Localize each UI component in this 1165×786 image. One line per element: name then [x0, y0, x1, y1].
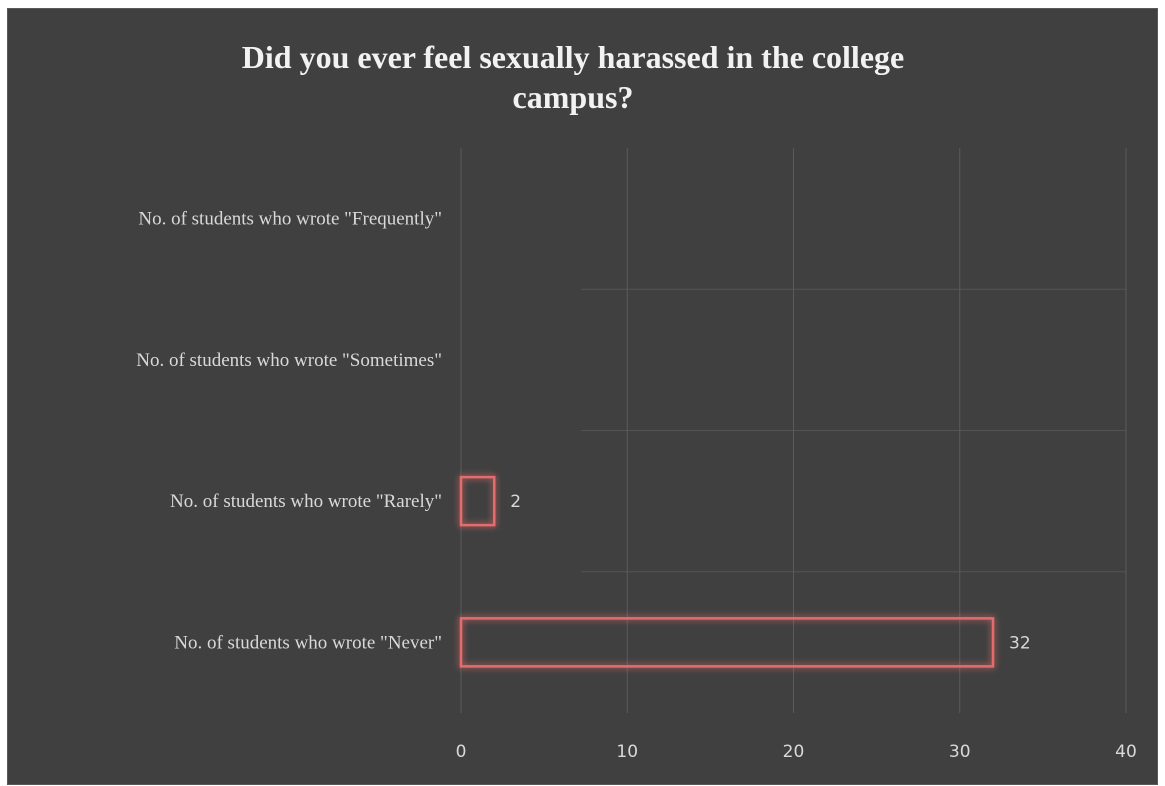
x-axis-tick-labels: 0 10 20 30 40 [456, 742, 1137, 762]
x-tick-label-0: 0 [456, 742, 467, 762]
category-label: No. of students who wrote "Sometimes" [136, 350, 442, 371]
category-labels: No. of students who wrote "Frequently" No… [136, 209, 442, 654]
chart-title-line-1: Did you ever feel sexually harassed in t… [241, 39, 905, 75]
chart-frame: Did you ever feel sexually harassed in t… [7, 8, 1158, 785]
bar [459, 617, 995, 668]
data-label: 2 [510, 492, 521, 512]
category-label: No. of students who wrote "Never" [174, 632, 442, 653]
chart-title: Did you ever feel sexually harassed in t… [8, 37, 1138, 117]
x-tick-label-30: 30 [949, 742, 971, 762]
data-labels: 2 32 [510, 492, 1030, 653]
x-tick-label-20: 20 [783, 742, 805, 762]
data-label: 32 [1009, 633, 1031, 653]
chart-title-line-2: campus? [512, 79, 634, 115]
bar [459, 475, 496, 527]
bars [459, 475, 995, 668]
x-tick-label-10: 10 [616, 742, 638, 762]
gridlines [460, 148, 1127, 713]
x-tick-label-40: 40 [1115, 742, 1137, 762]
category-label: No. of students who wrote "Rarely" [170, 491, 442, 512]
bar-chart: No. of students who wrote "Frequently" No… [136, 148, 1137, 762]
category-label: No. of students who wrote "Frequently" [138, 209, 442, 230]
